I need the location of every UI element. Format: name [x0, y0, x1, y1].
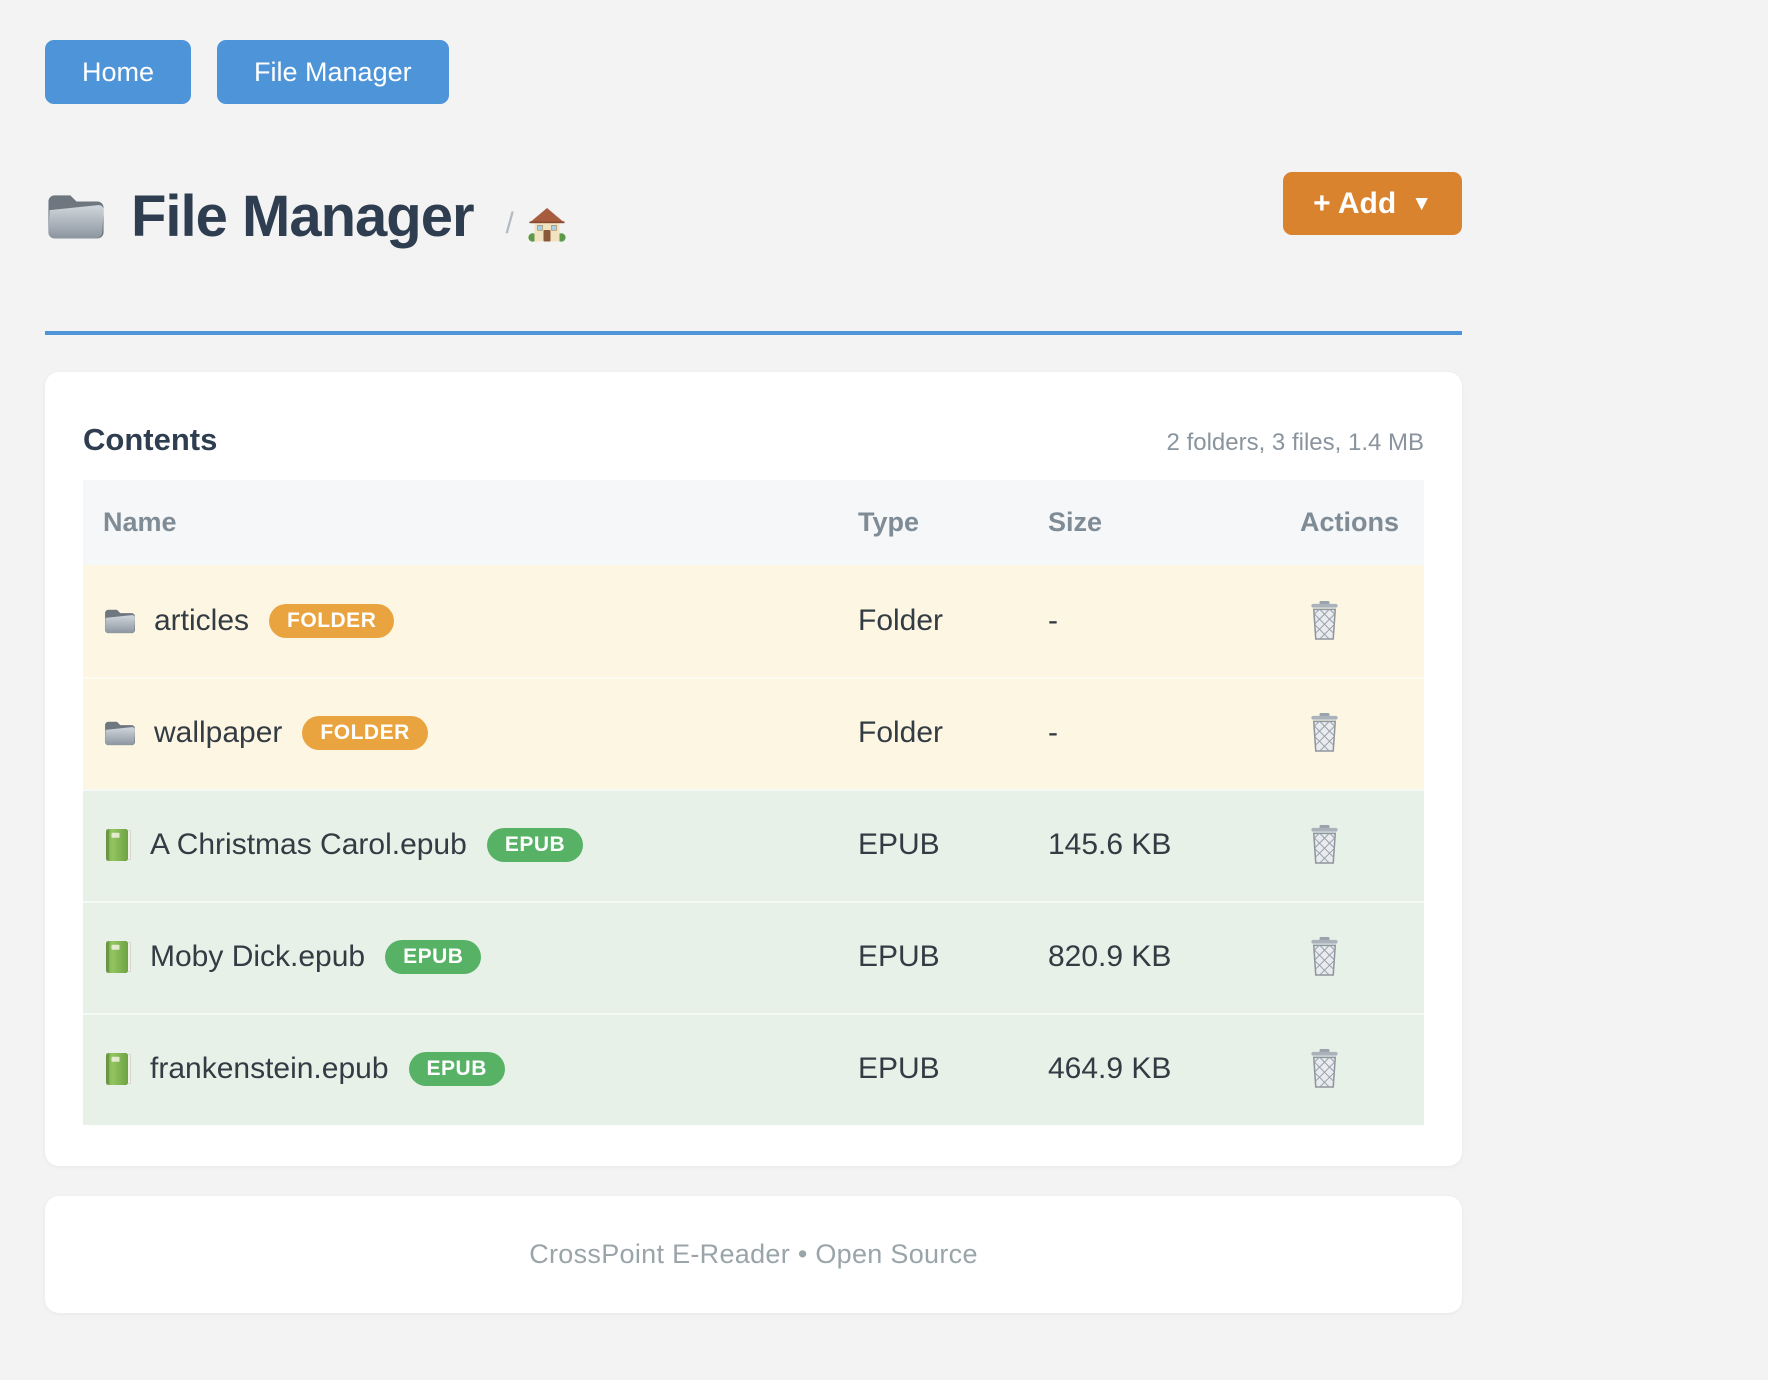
file-type: EPUB: [858, 828, 940, 861]
table-row: Moby Dick.epub EPUB EPUB 820.9 KB: [83, 901, 1424, 1013]
contents-summary: 2 folders, 3 files, 1.4 MB: [1166, 429, 1424, 456]
add-button-label: + Add: [1313, 186, 1397, 220]
book-icon: [103, 828, 133, 862]
file-size: 145.6 KB: [1048, 828, 1172, 861]
footer: CrossPoint E-Reader • Open Source: [45, 1196, 1462, 1313]
delete-button[interactable]: [1306, 1047, 1343, 1092]
delete-button[interactable]: [1306, 711, 1343, 756]
page-header: File Manager / + A: [45, 170, 1462, 262]
file-name-link[interactable]: articles: [154, 604, 250, 637]
file-type-badge: EPUB: [486, 828, 584, 862]
card-title: Contents: [83, 422, 218, 457]
trash-icon: [1306, 711, 1343, 756]
file-type: EPUB: [858, 940, 940, 973]
page: Home File Manager File Manager /: [45, 0, 1462, 1313]
contents-card: Contents 2 folders, 3 files, 1.4 MB Name…: [45, 372, 1462, 1166]
file-size: -: [1048, 716, 1058, 749]
trash-icon: [1306, 1047, 1343, 1092]
table-row: articles FOLDER Folder -: [83, 565, 1424, 677]
chevron-down-icon: ▼: [1411, 191, 1432, 215]
book-icon: [103, 1052, 133, 1086]
breadcrumb: /: [506, 206, 566, 243]
file-name-link[interactable]: Moby Dick.epub: [150, 940, 366, 973]
table-body: articles FOLDER Folder - wallpaper FOLDE…: [83, 565, 1424, 1125]
file-size: 820.9 KB: [1048, 940, 1172, 973]
trash-icon: [1306, 823, 1343, 868]
file-type-badge: EPUB: [385, 940, 482, 974]
file-name-link[interactable]: A Christmas Carol.epub: [150, 828, 467, 861]
file-size: 464.9 KB: [1048, 1052, 1172, 1085]
table-row: A Christmas Carol.epub EPUB EPUB 145.6 K…: [83, 789, 1424, 901]
nav-home-button[interactable]: Home: [45, 40, 192, 104]
delete-button[interactable]: [1306, 599, 1343, 644]
column-header-name: Name: [103, 507, 177, 537]
file-name-link[interactable]: frankenstein.epub: [150, 1052, 389, 1085]
footer-text: CrossPoint E-Reader • Open Source: [529, 1239, 978, 1269]
file-type-badge: EPUB: [408, 1052, 505, 1086]
add-button[interactable]: + Add ▼: [1283, 172, 1462, 235]
breadcrumb-separator: /: [505, 207, 514, 240]
table-header: Name Type Size Actions: [83, 480, 1424, 565]
file-type: Folder: [858, 604, 944, 637]
trash-icon: [1306, 599, 1343, 644]
top-nav: Home File Manager: [45, 40, 1462, 104]
folder-icon: [103, 607, 137, 635]
trash-icon: [1306, 935, 1343, 980]
file-table: Name Type Size Actions articles FOLDER F…: [83, 480, 1424, 1125]
file-type-badge: FOLDER: [302, 716, 428, 750]
delete-button[interactable]: [1306, 823, 1343, 868]
file-size: -: [1048, 604, 1058, 637]
delete-button[interactable]: [1306, 935, 1343, 980]
column-header-size: Size: [1048, 507, 1103, 537]
folder-icon: [45, 190, 107, 242]
column-header-type: Type: [858, 507, 920, 537]
book-icon: [103, 940, 133, 974]
folder-icon: [103, 719, 137, 747]
table-row: frankenstein.epub EPUB EPUB 464.9 KB: [83, 1013, 1424, 1125]
file-type: Folder: [858, 716, 944, 749]
file-type-badge: FOLDER: [269, 604, 395, 638]
nav-file-manager-button[interactable]: File Manager: [217, 40, 449, 104]
title-divider: [45, 331, 1462, 335]
page-title: File Manager: [131, 183, 475, 249]
table-row: wallpaper FOLDER Folder -: [83, 677, 1424, 789]
home-icon[interactable]: [528, 206, 566, 243]
file-name-link[interactable]: wallpaper: [154, 716, 283, 749]
column-header-actions: Actions: [1300, 507, 1400, 537]
file-type: EPUB: [858, 1052, 940, 1085]
